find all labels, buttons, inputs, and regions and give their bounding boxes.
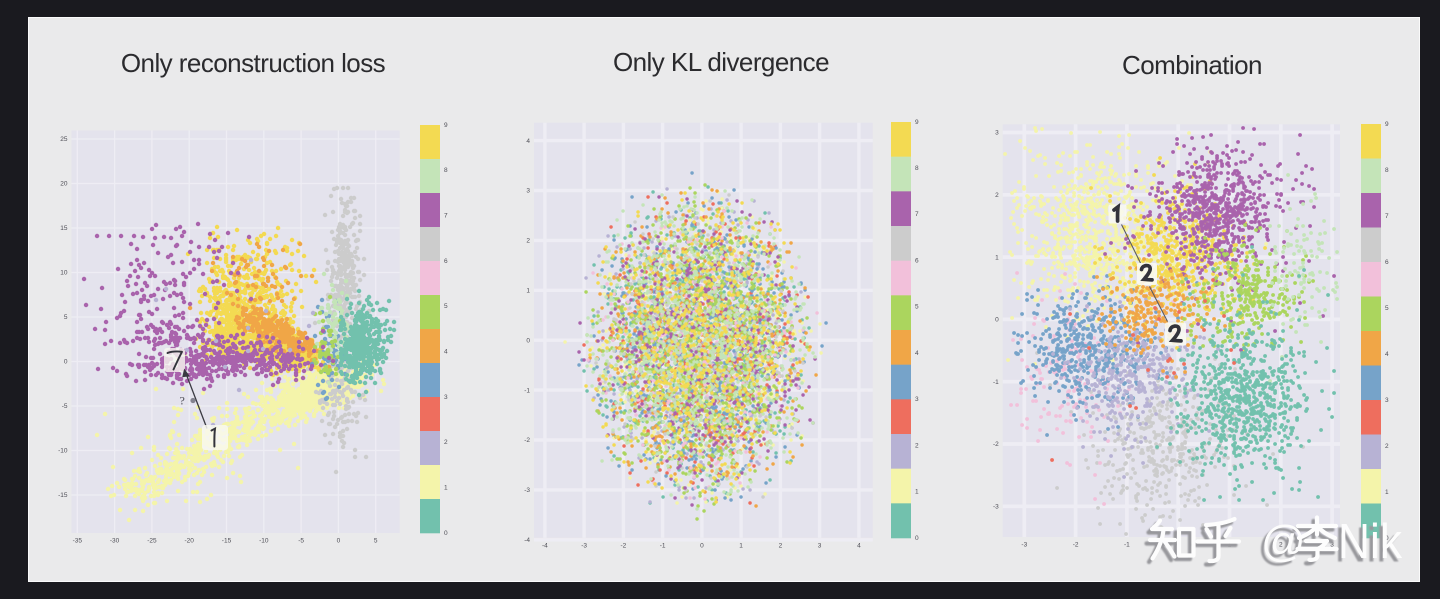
svg-text:-1: -1 xyxy=(1124,542,1130,549)
svg-text:0: 0 xyxy=(337,538,341,545)
svg-text:-10: -10 xyxy=(58,448,68,455)
svg-text:-2: -2 xyxy=(524,437,530,444)
svg-text:3: 3 xyxy=(1330,542,1334,549)
svg-text:-1: -1 xyxy=(993,379,999,386)
svg-text:3: 3 xyxy=(915,396,919,403)
svg-text:-1: -1 xyxy=(524,387,530,394)
svg-text:6: 6 xyxy=(915,258,919,265)
svg-text:2: 2 xyxy=(1279,542,1283,549)
svg-text:1: 1 xyxy=(995,254,999,261)
svg-text:-1: -1 xyxy=(660,542,666,549)
svg-text:-3: -3 xyxy=(581,542,587,549)
svg-text:3: 3 xyxy=(818,542,822,549)
svg-text:6: 6 xyxy=(444,258,448,265)
svg-text:-20: -20 xyxy=(184,538,194,545)
svg-text:1: 1 xyxy=(526,288,530,295)
svg-text:4: 4 xyxy=(857,542,861,549)
svg-text:0: 0 xyxy=(526,337,530,344)
svg-text:2: 2 xyxy=(779,542,783,549)
svg-text:8: 8 xyxy=(1385,167,1389,174)
svg-text:-2: -2 xyxy=(621,542,627,549)
svg-text:0: 0 xyxy=(915,535,919,542)
svg-text:-5: -5 xyxy=(62,403,68,410)
svg-text:1: 1 xyxy=(739,542,743,549)
svg-text:1: 1 xyxy=(1385,489,1389,496)
svg-text:3: 3 xyxy=(444,394,448,401)
svg-text:9: 9 xyxy=(444,122,448,129)
svg-text:7: 7 xyxy=(915,211,919,218)
svg-text:5: 5 xyxy=(64,314,68,321)
svg-text:1: 1 xyxy=(444,485,448,492)
svg-text:-35: -35 xyxy=(73,538,83,545)
svg-text:-15: -15 xyxy=(222,538,232,545)
svg-text:-3: -3 xyxy=(993,504,999,511)
svg-text:0: 0 xyxy=(700,542,704,549)
svg-text:Nik: Nik xyxy=(1338,515,1402,569)
svg-text:-25: -25 xyxy=(147,538,157,545)
svg-text:25: 25 xyxy=(60,136,68,143)
svg-text:2: 2 xyxy=(526,238,530,245)
svg-text:9: 9 xyxy=(1385,121,1389,128)
svg-text:4: 4 xyxy=(526,138,530,145)
svg-text:?: ? xyxy=(180,394,185,408)
svg-text:4: 4 xyxy=(915,350,919,357)
svg-text:5: 5 xyxy=(374,538,378,545)
svg-text:5: 5 xyxy=(444,303,448,310)
svg-text:-5: -5 xyxy=(298,538,304,545)
svg-text:4: 4 xyxy=(444,349,448,356)
svg-text:3: 3 xyxy=(526,188,530,195)
svg-text:-3: -3 xyxy=(524,487,530,494)
svg-text:10: 10 xyxy=(60,270,68,277)
svg-text:-4: -4 xyxy=(542,542,548,549)
svg-text:-3: -3 xyxy=(1021,542,1027,549)
svg-text:0: 0 xyxy=(1385,535,1389,542)
svg-text:-30: -30 xyxy=(110,538,120,545)
svg-text:6: 6 xyxy=(1385,259,1389,266)
svg-text:0: 0 xyxy=(64,359,68,366)
svg-text:Nik: Nik xyxy=(1335,519,1399,573)
svg-text:8: 8 xyxy=(444,167,448,174)
svg-text:2: 2 xyxy=(995,192,999,199)
svg-text:7: 7 xyxy=(444,213,448,220)
svg-text:15: 15 xyxy=(60,225,68,232)
svg-text:-2: -2 xyxy=(993,441,999,448)
svg-text:0: 0 xyxy=(995,317,999,324)
svg-text:2: 2 xyxy=(1385,443,1389,450)
svg-text:2: 2 xyxy=(444,439,448,446)
svg-text:5: 5 xyxy=(1385,305,1389,312)
svg-text:3: 3 xyxy=(1385,397,1389,404)
svg-text:-2: -2 xyxy=(1073,542,1079,549)
svg-text:7: 7 xyxy=(1385,213,1389,220)
svg-text:1: 1 xyxy=(915,489,919,496)
svg-text:5: 5 xyxy=(915,304,919,311)
svg-text:20: 20 xyxy=(60,181,68,188)
svg-text:3: 3 xyxy=(995,130,999,137)
svg-text:8: 8 xyxy=(915,165,919,172)
svg-text:2: 2 xyxy=(915,442,919,449)
svg-text:0: 0 xyxy=(444,530,448,537)
svg-text:-15: -15 xyxy=(58,492,68,499)
svg-text:-4: -4 xyxy=(524,537,530,544)
svg-text:-10: -10 xyxy=(259,538,269,545)
svg-text:4: 4 xyxy=(1385,351,1389,358)
svg-text:9: 9 xyxy=(915,119,919,126)
